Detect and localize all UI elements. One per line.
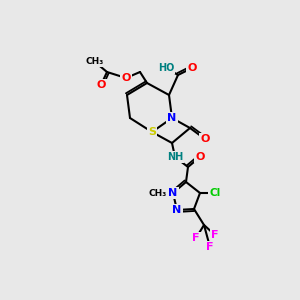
Text: S: S xyxy=(148,127,156,137)
Text: O: O xyxy=(200,134,210,144)
Text: N: N xyxy=(172,205,182,215)
Text: NH: NH xyxy=(167,152,183,162)
Text: O: O xyxy=(96,80,106,90)
Text: F: F xyxy=(211,230,219,240)
Text: F: F xyxy=(192,233,200,243)
Text: CH₃: CH₃ xyxy=(86,58,104,67)
Text: N: N xyxy=(167,113,177,123)
Text: CH₃: CH₃ xyxy=(149,188,167,197)
Text: O: O xyxy=(195,152,205,162)
Text: Cl: Cl xyxy=(209,188,220,198)
Text: O: O xyxy=(121,73,131,83)
Text: F: F xyxy=(206,242,214,252)
Text: HO: HO xyxy=(158,63,174,73)
Text: N: N xyxy=(168,188,178,198)
Text: O: O xyxy=(187,63,197,73)
